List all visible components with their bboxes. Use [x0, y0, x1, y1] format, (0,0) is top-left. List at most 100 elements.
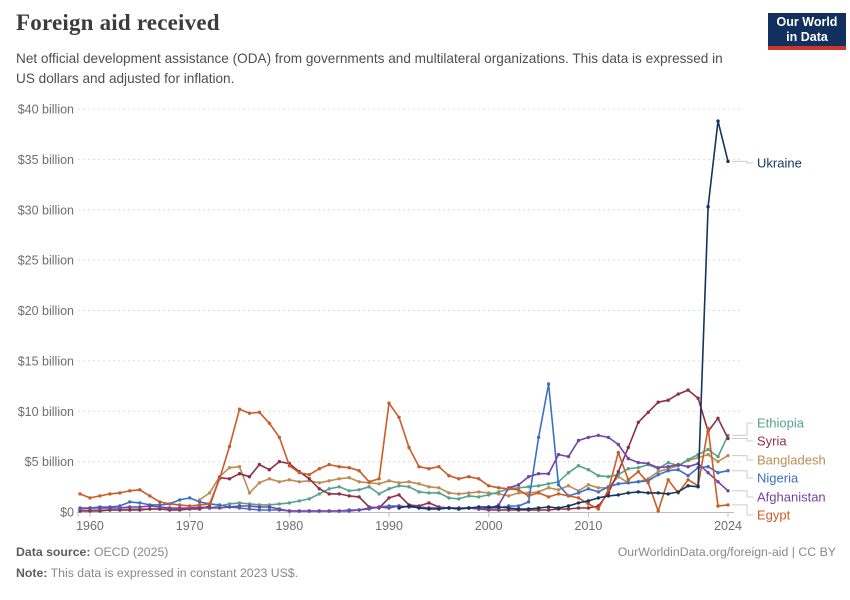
data-point-afghanistan[interactable] [606, 435, 611, 440]
data-point-syria[interactable] [686, 388, 690, 392]
data-point-afghanistan[interactable] [387, 506, 391, 510]
data-point-egypt[interactable] [247, 411, 252, 415]
data-point-ethiopia[interactable] [307, 497, 311, 501]
data-point-ukraine[interactable] [676, 490, 680, 494]
data-point-ethiopia[interactable] [277, 502, 282, 506]
data-point-afghanistan[interactable] [287, 509, 292, 513]
data-point-ethiopia[interactable] [457, 497, 461, 501]
data-point-nigeria[interactable] [616, 482, 620, 486]
data-point-egypt[interactable] [656, 509, 660, 513]
data-point-ethiopia[interactable] [387, 487, 391, 491]
data-point-nigeria[interactable] [267, 508, 272, 512]
data-point-bangladesh[interactable] [227, 466, 232, 470]
data-point-nigeria[interactable] [257, 508, 262, 512]
data-point-egypt[interactable] [616, 450, 620, 455]
data-point-nigeria[interactable] [726, 469, 730, 473]
data-point-ukraine[interactable] [596, 496, 601, 500]
data-point-syria[interactable] [427, 501, 431, 505]
data-point-egypt[interactable] [447, 474, 451, 478]
data-point-afghanistan[interactable] [516, 483, 521, 487]
data-point-egypt[interactable] [197, 503, 202, 507]
data-point-ethiopia[interactable] [317, 492, 321, 496]
data-point-ukraine[interactable] [467, 506, 471, 510]
series-label-ethiopia[interactable]: Ethiopia [757, 416, 805, 431]
series-label-nigeria[interactable]: Nigeria [757, 471, 799, 486]
data-point-ukraine[interactable] [457, 507, 461, 511]
series-label-ukraine[interactable]: Ukraine [757, 156, 802, 171]
data-point-ukraine[interactable] [556, 506, 561, 510]
data-point-ethiopia[interactable] [716, 454, 720, 459]
series-label-egypt[interactable]: Egypt [757, 508, 791, 523]
series-label-afghanistan[interactable]: Afghanistan [757, 490, 826, 505]
data-point-ethiopia[interactable] [487, 493, 491, 497]
data-point-ethiopia[interactable] [606, 475, 611, 479]
data-point-nigeria[interactable] [178, 498, 182, 502]
data-point-nigeria[interactable] [536, 435, 541, 440]
data-point-nigeria[interactable] [626, 481, 630, 485]
data-point-egypt[interactable] [686, 478, 690, 482]
data-point-afghanistan[interactable] [247, 504, 252, 508]
data-point-ukraine[interactable] [666, 492, 670, 496]
data-point-ukraine[interactable] [516, 507, 521, 511]
data-point-nigeria[interactable] [686, 474, 690, 478]
data-point-ethiopia[interactable] [297, 499, 301, 503]
data-point-nigeria[interactable] [576, 491, 581, 495]
data-point-egypt[interactable] [297, 471, 301, 475]
data-point-bangladesh[interactable] [477, 490, 481, 494]
data-point-afghanistan[interactable] [217, 506, 222, 510]
data-point-egypt[interactable] [437, 465, 441, 469]
data-point-egypt[interactable] [586, 502, 591, 506]
data-point-egypt[interactable] [277, 435, 282, 440]
data-point-ethiopia[interactable] [377, 492, 381, 496]
data-point-bangladesh[interactable] [317, 481, 321, 485]
data-point-ukraine[interactable] [427, 507, 431, 511]
data-point-afghanistan[interactable] [526, 475, 531, 479]
data-point-egypt[interactable] [526, 494, 531, 498]
data-point-afghanistan[interactable] [666, 465, 670, 469]
data-point-ethiopia[interactable] [526, 485, 531, 489]
data-point-nigeria[interactable] [676, 468, 680, 472]
data-point-bangladesh[interactable] [397, 481, 401, 485]
data-point-egypt[interactable] [267, 421, 272, 425]
data-point-ukraine[interactable] [437, 507, 441, 511]
data-point-bangladesh[interactable] [407, 480, 411, 484]
data-point-bangladesh[interactable] [507, 494, 511, 498]
data-point-syria[interactable] [546, 508, 551, 512]
data-point-egypt[interactable] [397, 415, 401, 419]
data-point-nigeria[interactable] [128, 500, 132, 504]
data-point-syria[interactable] [337, 492, 341, 496]
data-point-ethiopia[interactable] [407, 485, 411, 489]
data-point-nigeria[interactable] [586, 487, 591, 491]
data-point-afghanistan[interactable] [118, 506, 122, 510]
data-point-afghanistan[interactable] [626, 456, 630, 461]
data-point-syria[interactable] [716, 416, 720, 420]
data-point-ukraine[interactable] [616, 493, 620, 497]
data-point-egypt[interactable] [227, 444, 232, 449]
data-point-nigeria[interactable] [516, 504, 521, 508]
data-point-ethiopia[interactable] [686, 457, 690, 462]
data-point-syria[interactable] [676, 392, 680, 396]
data-point-afghanistan[interactable] [686, 465, 690, 469]
data-point-nigeria[interactable] [546, 382, 551, 386]
data-point-syria[interactable] [148, 507, 152, 511]
data-point-egypt[interactable] [148, 494, 152, 498]
data-point-syria[interactable] [257, 462, 262, 467]
data-point-egypt[interactable] [188, 504, 192, 508]
data-point-bangladesh[interactable] [207, 491, 212, 495]
data-point-afghanistan[interactable] [277, 507, 282, 511]
data-point-ethiopia[interactable] [287, 501, 292, 505]
data-point-nigeria[interactable] [217, 503, 222, 507]
data-point-egypt[interactable] [387, 401, 391, 405]
data-point-afghanistan[interactable] [337, 509, 341, 513]
data-point-bangladesh[interactable] [566, 484, 571, 488]
data-point-nigeria[interactable] [596, 490, 601, 494]
data-point-afghanistan[interactable] [367, 506, 371, 510]
data-point-bangladesh[interactable] [457, 492, 461, 496]
data-point-afghanistan[interactable] [317, 509, 321, 513]
data-point-ethiopia[interactable] [576, 464, 581, 468]
data-point-ukraine[interactable] [536, 506, 541, 510]
data-point-ethiopia[interactable] [397, 484, 401, 488]
data-point-egypt[interactable] [566, 494, 571, 498]
data-point-ethiopia[interactable] [437, 491, 441, 495]
data-point-ukraine[interactable] [636, 490, 640, 494]
